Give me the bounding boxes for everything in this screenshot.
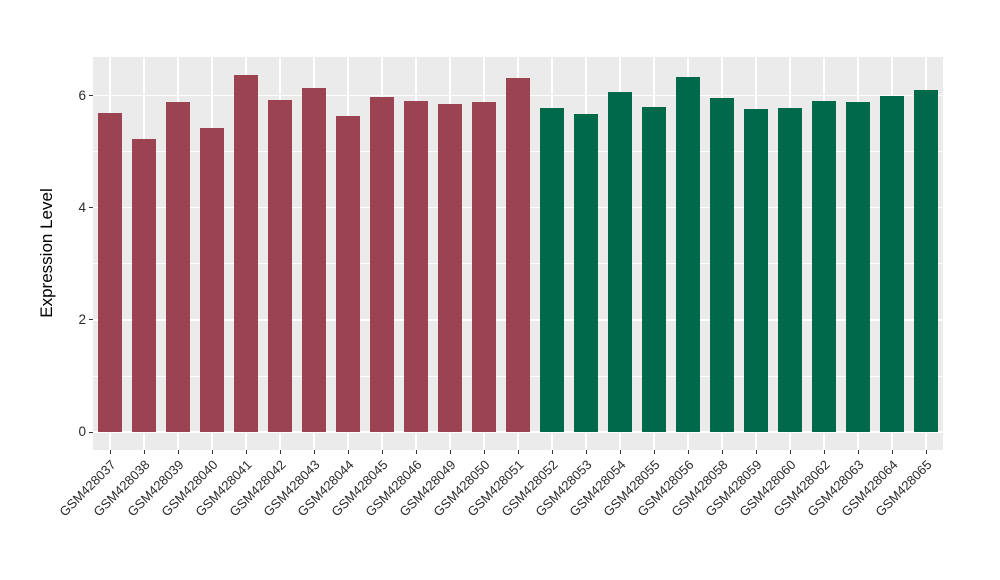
- bar-GSM428043: [302, 88, 326, 433]
- bar-GSM428041: [234, 74, 258, 433]
- x-tick-mark: [789, 450, 791, 454]
- y-tick-mark-6: [89, 95, 93, 97]
- x-tick-mark: [449, 450, 451, 454]
- bar-GSM428038: [132, 139, 156, 433]
- x-tick-mark: [177, 450, 179, 454]
- bar-GSM428063: [846, 101, 870, 433]
- plot-panel: [93, 57, 943, 450]
- x-tick-mark: [755, 450, 757, 454]
- x-tick-mark: [143, 450, 145, 454]
- bar-GSM428054: [608, 92, 632, 433]
- y-tick-mark-2: [89, 319, 93, 321]
- y-tick-label-6: 6: [78, 87, 86, 103]
- x-tick-mark: [823, 450, 825, 454]
- bar-GSM428042: [268, 100, 292, 433]
- x-tick-mark: [109, 450, 111, 454]
- x-tick-mark: [279, 450, 281, 454]
- bar-GSM428046: [404, 100, 428, 433]
- x-tick-mark: [245, 450, 247, 454]
- bar-GSM428040: [200, 127, 224, 433]
- bar-GSM428060: [778, 108, 802, 433]
- bar-GSM428044: [336, 115, 360, 433]
- x-tick-mark: [211, 450, 213, 454]
- bar-GSM428045: [370, 96, 394, 433]
- bar-GSM428065: [914, 90, 938, 433]
- x-tick-mark: [381, 450, 383, 454]
- x-tick-mark: [551, 450, 553, 454]
- y-tick-label-0: 0: [78, 424, 86, 440]
- bar-GSM428064: [880, 96, 904, 433]
- x-tick-mark: [653, 450, 655, 454]
- bar-GSM428052: [540, 108, 564, 433]
- y-tick-mark-4: [89, 207, 93, 209]
- bar-GSM428059: [744, 109, 768, 433]
- x-tick-mark: [721, 450, 723, 454]
- bar-GSM428053: [574, 114, 598, 433]
- bar-GSM428037: [98, 113, 122, 433]
- y-tick-label-2: 2: [78, 311, 86, 327]
- x-tick-mark: [517, 450, 519, 454]
- bar-GSM428050: [472, 101, 496, 433]
- bar-GSM428056: [676, 77, 700, 433]
- x-tick-mark: [857, 450, 859, 454]
- x-tick-mark: [483, 450, 485, 454]
- x-tick-mark: [415, 450, 417, 454]
- bar-GSM428055: [642, 106, 666, 433]
- bar-GSM428062: [812, 101, 836, 433]
- bar-GSM428051: [506, 78, 530, 433]
- y-tick-label-4: 4: [78, 199, 86, 215]
- x-tick-mark: [891, 450, 893, 454]
- x-tick-mark: [585, 450, 587, 454]
- x-tick-mark: [925, 450, 927, 454]
- y-tick-mark-0: [89, 431, 93, 433]
- bar-GSM428049: [438, 104, 462, 433]
- bar-GSM428039: [166, 101, 190, 433]
- x-tick-mark: [687, 450, 689, 454]
- x-tick-mark: [619, 450, 621, 454]
- x-tick-mark: [313, 450, 315, 454]
- bar-GSM428058: [710, 98, 734, 433]
- x-tick-mark: [347, 450, 349, 454]
